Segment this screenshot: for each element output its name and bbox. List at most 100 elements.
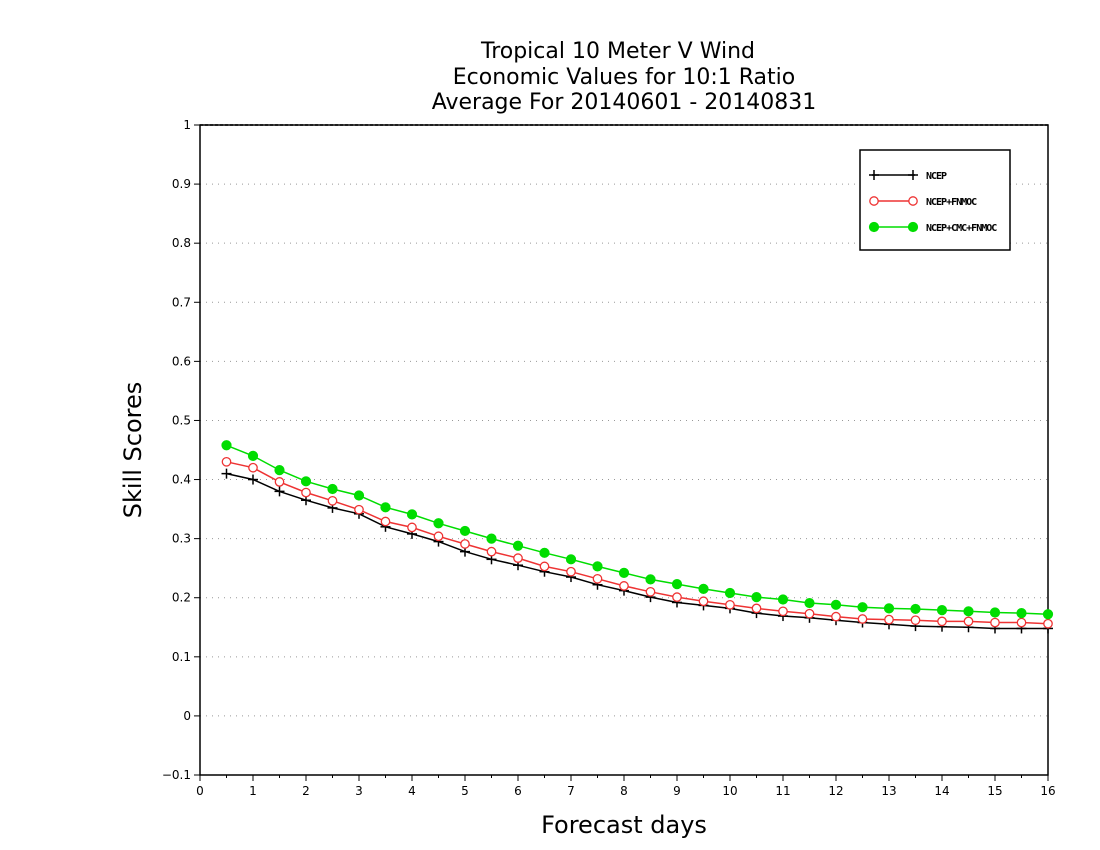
y-tick-label: 0.7	[172, 295, 191, 309]
title-line-2: Economic Values for 10:1 Ratio	[453, 65, 795, 90]
data-point	[1016, 617, 1027, 628]
data-point	[354, 504, 364, 515]
data-point	[539, 561, 550, 572]
data-point	[645, 574, 656, 585]
data-point	[698, 583, 709, 594]
data-point	[327, 483, 338, 495]
data-point	[963, 616, 974, 627]
data-point	[380, 516, 391, 527]
data-point	[221, 456, 232, 467]
x-tick-label: 15	[987, 784, 1002, 798]
data-point	[512, 540, 524, 551]
x-tick-label: 1	[249, 784, 257, 798]
data-point	[486, 533, 497, 544]
data-point	[247, 450, 259, 462]
data-point	[751, 592, 762, 603]
data-point	[1016, 607, 1027, 619]
data-point	[725, 599, 735, 610]
data-point	[618, 567, 630, 579]
data-point	[592, 573, 603, 584]
legend-box	[859, 149, 1011, 251]
data-point	[353, 490, 365, 501]
y-tick-label: 0.8	[172, 236, 191, 250]
y-tick-label: 0.3	[172, 532, 191, 546]
legend-label: NCEP	[926, 171, 947, 182]
data-point	[566, 566, 576, 577]
y-tick-label: −0.1	[162, 768, 191, 782]
data-point	[433, 531, 444, 542]
data-point	[1043, 618, 1053, 629]
y-tick-label: 0.1	[172, 650, 191, 664]
x-tick-label: 4	[408, 784, 416, 798]
data-point	[857, 602, 868, 613]
x-tick-label: 5	[461, 784, 469, 798]
data-point	[380, 502, 391, 513]
data-point	[831, 611, 841, 622]
x-tick-label: 13	[881, 784, 896, 798]
data-point	[433, 518, 444, 529]
data-point	[460, 539, 470, 549]
x-tick-label: 12	[828, 784, 843, 798]
x-tick-label: 2	[302, 784, 310, 798]
data-point	[274, 477, 285, 487]
y-tick-label: 0.2	[172, 591, 191, 605]
data-point	[777, 594, 789, 605]
data-point	[301, 487, 311, 498]
data-point	[778, 606, 788, 617]
x-tick-label: 9	[673, 784, 681, 798]
legend-label: NCEP+FNMOC	[926, 197, 977, 208]
data-point	[406, 509, 418, 520]
data-point	[724, 587, 736, 599]
data-point	[1042, 609, 1054, 620]
y-tick-label: 1	[183, 118, 191, 132]
x-tick-label: 0	[196, 784, 204, 798]
legend-entry: NCEP	[869, 170, 948, 182]
data-point	[407, 522, 417, 533]
plot-frame	[199, 124, 1049, 776]
data-point	[936, 605, 948, 616]
data-point	[990, 617, 1000, 628]
y-tick-label: 0.6	[172, 354, 191, 368]
y-tick-label: 0.5	[172, 413, 191, 427]
data-point	[857, 614, 868, 624]
data-point	[300, 476, 312, 487]
grid	[200, 183, 1048, 717]
data-point	[908, 196, 918, 206]
data-point	[459, 525, 471, 537]
x-tick-label: 6	[514, 784, 522, 798]
x-axis-label: Forecast days	[541, 811, 707, 839]
x-tick-label: 8	[620, 784, 628, 798]
data-point	[883, 603, 895, 614]
series-ncep-fnmoc	[221, 456, 1053, 629]
data-point	[804, 608, 815, 619]
data-point	[486, 546, 497, 557]
data-point	[221, 440, 232, 451]
series-ncep	[221, 468, 1053, 634]
data-point	[910, 603, 921, 615]
legend: NCEP NCEP+FNMOC NCEP+CMC+FNMOC	[859, 149, 1011, 251]
data-point	[565, 554, 577, 565]
series-line	[226, 472, 1048, 630]
data-point	[907, 221, 919, 233]
data-point	[671, 579, 683, 590]
data-point	[937, 616, 947, 627]
data-point	[592, 561, 603, 572]
data-point	[869, 196, 879, 206]
data-point	[619, 581, 629, 591]
x-tick-label: 14	[934, 784, 949, 798]
y-tick-label: 0.4	[172, 473, 191, 487]
series-layer	[221, 440, 1054, 634]
y-tick-label: 0	[183, 709, 191, 723]
data-point	[910, 615, 921, 626]
data-point	[868, 221, 880, 233]
x-tick-label: 3	[355, 784, 363, 798]
x-tick-label: 10	[722, 784, 737, 798]
data-point	[830, 599, 842, 610]
data-point	[751, 603, 762, 614]
y-tick-label: 0.9	[172, 177, 191, 191]
title-line-3: Average For 20140601 - 20140831	[432, 90, 817, 115]
legend-entry: NCEP+CMC+FNMOC	[868, 221, 998, 234]
data-point	[539, 547, 550, 558]
x-tick-label: 11	[775, 784, 790, 798]
